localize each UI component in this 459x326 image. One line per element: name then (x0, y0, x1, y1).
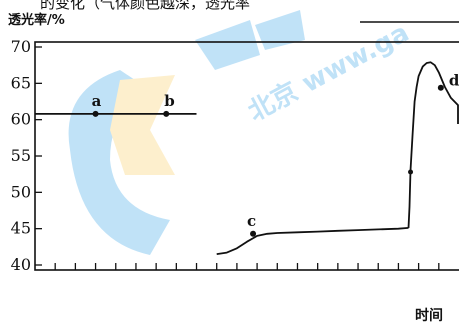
point-label-b: b (164, 92, 175, 110)
x-axis-title: 时间 (415, 307, 443, 324)
watermark-logo (69, 10, 305, 255)
point-label-c: c (247, 212, 256, 230)
header-text: 的变化（气体颜色越深，透光率 (40, 0, 250, 12)
transition-point (408, 169, 413, 174)
y-tick-label: 55 (11, 146, 31, 165)
y-axis-title: 透光率/% (8, 12, 65, 28)
y-tick-label: 60 (11, 110, 31, 129)
y-tick-label: 65 (11, 73, 31, 92)
y-tick-label: 70 (11, 37, 31, 56)
point-label-d: d (449, 72, 459, 90)
series-line (217, 228, 409, 254)
point-d (438, 85, 444, 91)
y-tick-label: 40 (11, 255, 31, 274)
point-b (163, 111, 169, 117)
y-tick-label: 50 (11, 182, 31, 201)
y-ticks: 40 45 50 55 60 65 70 (11, 37, 42, 274)
point-a (93, 111, 99, 117)
point-c (250, 231, 256, 237)
y-tick-label: 45 (11, 219, 31, 238)
point-label-a: a (92, 92, 102, 110)
x-ticks (55, 263, 439, 270)
